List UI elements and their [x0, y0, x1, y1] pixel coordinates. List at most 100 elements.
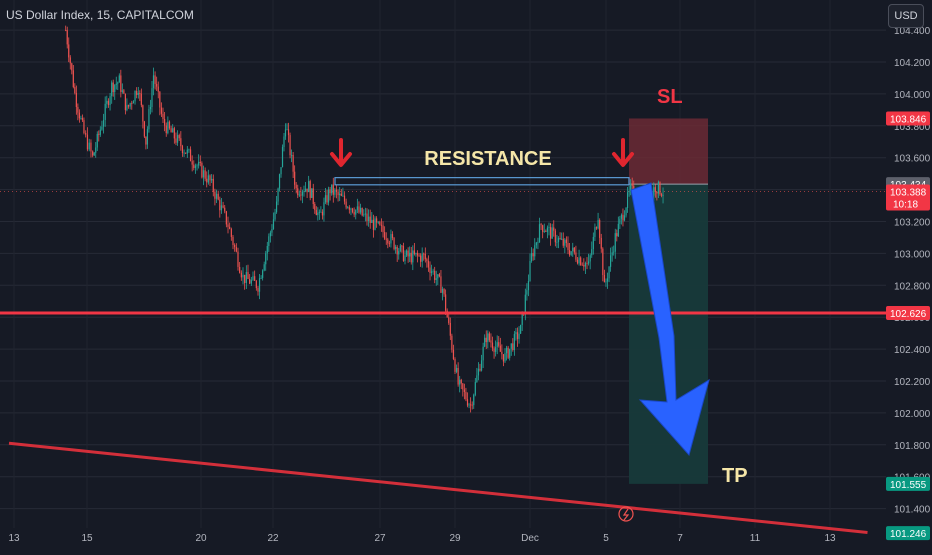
candle [542, 224, 544, 239]
candle [589, 253, 591, 270]
candle [137, 86, 139, 99]
trendline [8, 441, 868, 535]
candle [630, 179, 632, 196]
candle-body [613, 251, 615, 253]
candle [114, 84, 116, 100]
candle [204, 167, 206, 182]
candle [613, 245, 615, 256]
candle-body [617, 223, 619, 237]
candle-body [567, 243, 569, 251]
candle [232, 234, 234, 250]
candle [68, 37, 70, 63]
candle-body [127, 105, 130, 107]
candle [382, 221, 384, 238]
candle-body [546, 227, 549, 232]
candle-body [377, 221, 379, 223]
candle-body [245, 271, 247, 283]
candle [412, 245, 414, 271]
candle-body [545, 231, 547, 232]
candle [331, 184, 333, 196]
candle [343, 192, 346, 205]
candle-body [274, 212, 276, 220]
candle [321, 209, 324, 220]
candle [565, 236, 568, 248]
candle-body [660, 194, 663, 196]
time-tick-label: 27 [374, 533, 386, 544]
time-tick-label: 13 [8, 533, 20, 544]
price-tick-label: 102.000 [894, 409, 931, 420]
candle [440, 270, 442, 293]
candle-body [118, 75, 120, 83]
candle [416, 250, 419, 263]
candle-body [659, 181, 661, 195]
candle [280, 167, 282, 178]
candle-body [465, 391, 467, 400]
candle [512, 338, 514, 352]
candle [520, 324, 522, 334]
candle-body [321, 211, 324, 216]
candle [351, 207, 354, 214]
candle-body [320, 211, 322, 213]
candle [490, 333, 492, 348]
candle-body [385, 238, 387, 240]
forecast-arrow [630, 182, 710, 457]
candle-body [272, 219, 275, 229]
candle [504, 348, 506, 363]
candle-body [448, 317, 450, 323]
candle-body [412, 250, 414, 263]
candle [619, 215, 621, 229]
currency-button[interactable]: USD [888, 4, 924, 28]
candle [625, 207, 627, 218]
candle-body [334, 189, 336, 195]
candle-body [292, 155, 294, 172]
candle-body [229, 226, 231, 229]
candle-body [294, 171, 296, 185]
candle-body [402, 246, 405, 261]
candle-body [81, 118, 84, 121]
candle [295, 182, 297, 194]
candle [484, 334, 486, 348]
candle [109, 93, 111, 111]
candle [306, 188, 308, 199]
price-tag-text: 103.388 [890, 188, 927, 199]
candle-body [488, 333, 490, 341]
candle-body [326, 195, 328, 203]
candle [499, 337, 501, 352]
price-tag-text: 102.626 [890, 309, 927, 320]
candle-body [188, 149, 190, 151]
candle [101, 120, 103, 131]
candle-body [172, 128, 174, 133]
candle-body [427, 260, 430, 268]
candle [611, 246, 613, 262]
candle [207, 169, 209, 185]
candle [131, 100, 133, 110]
candle [359, 203, 362, 215]
candle [235, 243, 237, 253]
candle [393, 236, 395, 251]
candle [225, 210, 227, 228]
candle [374, 216, 376, 231]
price-tick-label: 104.400 [894, 26, 931, 37]
candle [148, 104, 150, 133]
candle [71, 62, 73, 75]
candle [98, 130, 100, 142]
candle-body [156, 83, 158, 87]
candle-body [404, 255, 406, 261]
candle-body [614, 233, 616, 252]
candle [258, 273, 261, 300]
candle [561, 232, 563, 241]
candle-body [68, 44, 70, 58]
candle [491, 336, 494, 352]
candle-body [487, 333, 489, 343]
candle [126, 98, 128, 112]
candle-body [610, 255, 612, 267]
candle [176, 130, 179, 146]
candle [120, 69, 122, 98]
candle [287, 122, 290, 143]
time-tick-label: 11 [750, 533, 761, 544]
candle [487, 330, 489, 349]
candle-body [460, 379, 462, 384]
candle [557, 236, 560, 249]
